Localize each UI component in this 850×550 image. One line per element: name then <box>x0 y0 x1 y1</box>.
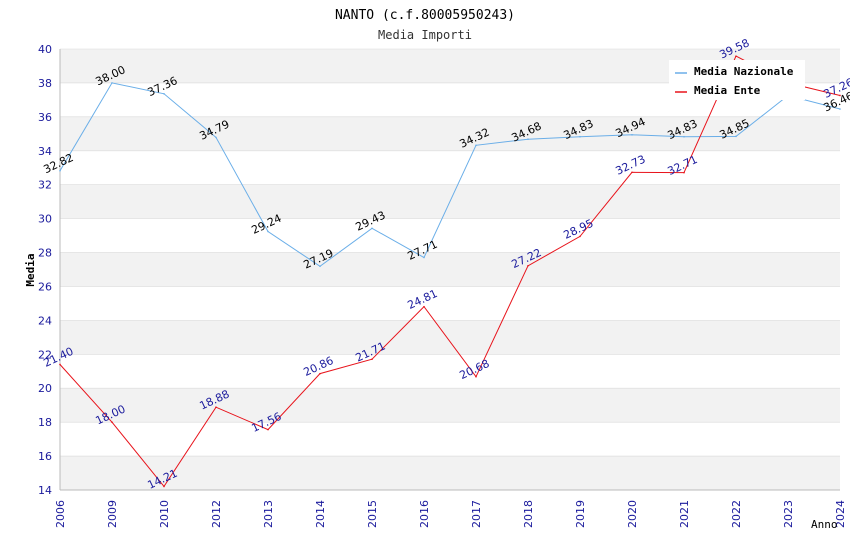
y-tick-label: 14 <box>38 484 52 497</box>
series-line-0 <box>59 82 841 267</box>
data-point <box>215 406 217 409</box>
x-tick-label: 2012 <box>210 500 223 528</box>
data-point <box>59 169 61 172</box>
y-tick-label: 28 <box>38 247 52 260</box>
data-point <box>163 92 165 95</box>
data-label: 20.68 <box>457 357 491 382</box>
y-tick-label: 30 <box>38 213 52 226</box>
x-tick-label: 2016 <box>418 500 431 528</box>
data-point <box>839 94 841 97</box>
data-point <box>631 171 633 174</box>
y-tick-label: 26 <box>38 280 52 293</box>
data-point <box>839 108 841 110</box>
legend: Media Nazionale Media Ente <box>669 60 805 100</box>
y-tick-labels: 14 16 18 20 22 24 26 28 30 32 34 36 38 40 <box>38 43 52 497</box>
y-tick-label: 18 <box>38 416 52 429</box>
legend-box <box>669 60 805 100</box>
x-tick-label: 2021 <box>678 500 691 528</box>
x-tick-label: 2022 <box>730 500 743 528</box>
data-point <box>371 227 373 230</box>
data-point <box>371 358 373 361</box>
data-point <box>683 171 685 174</box>
x-tick-label: 2024 <box>834 500 847 528</box>
data-point <box>579 235 581 238</box>
x-tick-label: 2006 <box>54 500 67 528</box>
chart-subtitle: Media Importi <box>378 28 472 42</box>
x-tick-label: 2013 <box>262 500 275 528</box>
data-point <box>527 138 529 141</box>
x-tick-label: 2015 <box>366 500 379 528</box>
x-tick-label: 2020 <box>626 500 639 528</box>
y-axis-label: Media <box>24 253 37 286</box>
y-tick-label: 38 <box>38 77 52 90</box>
data-point <box>475 144 477 147</box>
data-point <box>579 135 581 138</box>
data-point <box>527 264 529 267</box>
y-tick-label: 24 <box>38 314 52 327</box>
y-tick-label: 20 <box>38 382 52 395</box>
legend-label-media-ente: Media Ente <box>694 84 761 97</box>
x-tick-label: 2017 <box>470 500 483 528</box>
data-point <box>423 305 425 308</box>
data-point <box>111 421 113 423</box>
data-point <box>59 363 61 366</box>
series-lines <box>59 55 841 488</box>
data-point <box>111 82 113 84</box>
legend-label-media-nazionale: Media Nazionale <box>694 65 794 78</box>
band-34 <box>60 116 840 151</box>
y-tick-label: 16 <box>38 450 52 463</box>
y-tick-label: 34 <box>38 145 52 158</box>
data-point <box>631 134 633 136</box>
data-point <box>683 135 685 138</box>
x-tick-label: 2023 <box>782 500 795 528</box>
band-26 <box>60 252 840 287</box>
data-point <box>735 55 737 57</box>
data-label: 32.71 <box>665 153 699 178</box>
x-tick-label: 2010 <box>158 500 171 528</box>
data-point <box>423 256 425 259</box>
y-tick-label: 22 <box>38 348 52 361</box>
data-point <box>475 375 477 378</box>
x-tick-label: 2019 <box>574 500 587 528</box>
data-point <box>319 372 321 375</box>
y-tick-label: 40 <box>38 43 52 56</box>
data-point <box>215 136 217 139</box>
x-tick-label: 2018 <box>522 500 535 528</box>
y-tick-label: 32 <box>38 179 52 192</box>
data-label: 28.95 <box>561 217 595 242</box>
data-point <box>267 428 269 431</box>
series-line-1 <box>59 55 841 488</box>
band-22 <box>60 320 840 355</box>
data-point <box>735 135 737 138</box>
data-point <box>267 230 269 233</box>
band-18 <box>60 388 840 423</box>
plot-bands <box>60 49 840 490</box>
y-tick-label: 36 <box>38 111 52 124</box>
data-point <box>163 485 165 488</box>
data-point <box>319 265 321 268</box>
x-tick-label: 2009 <box>106 500 119 528</box>
x-tick-label: 2014 <box>314 500 327 528</box>
x-tick-labels: 2006 2009 2010 2012 2013 2014 2015 2016 2017 2018… <box>54 500 847 528</box>
band-14 <box>60 456 840 490</box>
x-axis-label: Anno <box>811 518 838 531</box>
chart-title: NANTO (c.f.80005950243) <box>335 8 515 23</box>
